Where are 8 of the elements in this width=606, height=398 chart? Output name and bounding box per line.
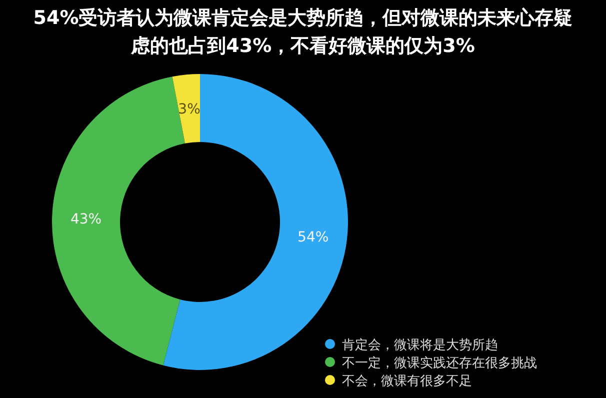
donut-slice xyxy=(172,74,200,144)
legend-label: 不会，微课有很多不足 xyxy=(342,374,472,389)
legend-label: 肯定会，微课将是大势所趋 xyxy=(342,338,498,353)
data-label: 43% xyxy=(70,211,102,228)
data-label: 54% xyxy=(298,229,329,246)
chart-title: 54%受访者认为微课肯定会是大势所趋，但对微课的未来心存疑虑的也占到43%，不看好微课的仅为3% xyxy=(33,7,573,57)
data-label: 3% xyxy=(178,102,200,118)
legend-label: 不一定，微课实践还存在很多挑战 xyxy=(342,356,537,371)
